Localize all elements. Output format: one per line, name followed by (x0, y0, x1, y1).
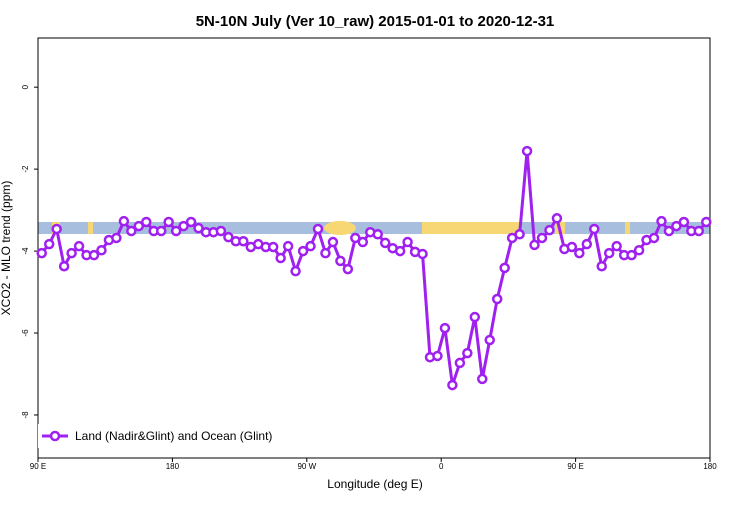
data-point (58, 260, 70, 272)
data-point (656, 215, 667, 227)
data-point (379, 237, 391, 249)
data-point (170, 225, 182, 237)
data-point (514, 229, 525, 240)
data-point (88, 249, 100, 261)
data-point (671, 220, 682, 232)
x-axis-label: Longitude (deg E) (327, 477, 422, 491)
data-point (43, 238, 55, 250)
data-point (320, 247, 331, 259)
data-point (663, 225, 675, 237)
data-point (185, 216, 197, 228)
legend: Land (Nadir&Glint) and Ocean (Glint) (38, 424, 288, 448)
x-tick-label: 180 (703, 462, 717, 471)
x-tick-label: 90 E (30, 462, 46, 471)
data-point (678, 216, 690, 228)
data-point (73, 240, 85, 252)
y-tick-label: -4 (21, 247, 30, 255)
data-point (626, 249, 637, 261)
data-point (96, 245, 107, 256)
data-point (544, 224, 555, 236)
data-point (566, 241, 578, 253)
y-axis-label: XCO2 - MLO trend (ppm) (0, 181, 13, 316)
data-point (469, 311, 481, 323)
x-tick-label: 90 E (567, 462, 583, 471)
data-point (417, 248, 428, 260)
x-tick-label: 90 W (297, 462, 316, 471)
data-point (223, 231, 234, 243)
data-point (589, 223, 600, 235)
data-point (193, 222, 204, 234)
data-point (141, 216, 152, 228)
data-point (126, 225, 137, 237)
data-point (350, 232, 361, 244)
data-point (693, 225, 705, 237)
data-point (36, 247, 47, 259)
data-point (163, 216, 174, 228)
legend-label: Land (Nadir&Glint) and Ocean (Glint) (75, 429, 272, 443)
data-point (551, 213, 563, 224)
data-point (66, 247, 77, 259)
x-tick-label: 0 (439, 462, 444, 471)
data-point (282, 240, 294, 252)
data-point (648, 232, 660, 244)
data-point (178, 220, 189, 232)
data-point (312, 223, 324, 235)
data-point (118, 215, 130, 227)
y-tick-label: -2 (21, 165, 30, 173)
y-tick-label: 0 (21, 84, 30, 89)
data-point (357, 236, 369, 248)
data-point (491, 293, 503, 305)
data-point (596, 260, 607, 272)
data-point (305, 240, 316, 252)
x-tick-label: 180 (166, 462, 180, 471)
data-point (484, 334, 495, 346)
legend-box (38, 424, 288, 448)
data-point (133, 220, 145, 232)
data-point (462, 347, 473, 359)
data-point (454, 357, 466, 369)
data-point (290, 265, 301, 277)
data-point (111, 232, 122, 244)
plot-frame (37, 37, 711, 459)
data-point (215, 225, 227, 237)
data-point (155, 225, 167, 237)
data-point (529, 239, 540, 251)
data-point (536, 232, 548, 244)
data-point (51, 223, 62, 235)
land-patches (52, 221, 630, 235)
data-point (574, 247, 585, 259)
data-point (327, 236, 339, 248)
data-point (447, 379, 458, 391)
data-point (633, 245, 645, 256)
data-point (611, 240, 622, 252)
data-point (432, 350, 443, 362)
data-point (439, 322, 451, 334)
data-point (499, 262, 510, 274)
y-tick-label: -6 (21, 329, 30, 337)
data-point (603, 247, 615, 259)
data-point (581, 238, 593, 250)
data-point (701, 216, 712, 228)
y-tick-label: -8 (21, 411, 30, 419)
data-point (297, 245, 309, 257)
data-point (238, 235, 249, 247)
legend-marker (49, 430, 61, 442)
data-point (275, 252, 286, 264)
data-point (477, 373, 488, 385)
data-point (521, 145, 533, 157)
data-point (342, 263, 354, 275)
data-point (372, 229, 383, 240)
data-point (402, 236, 413, 248)
data-point (335, 255, 346, 267)
data-point (394, 245, 406, 257)
chart-title: 5N-10N July (Ver 10_raw) 2015-01-01 to 2… (196, 13, 555, 30)
data-point (267, 241, 279, 253)
